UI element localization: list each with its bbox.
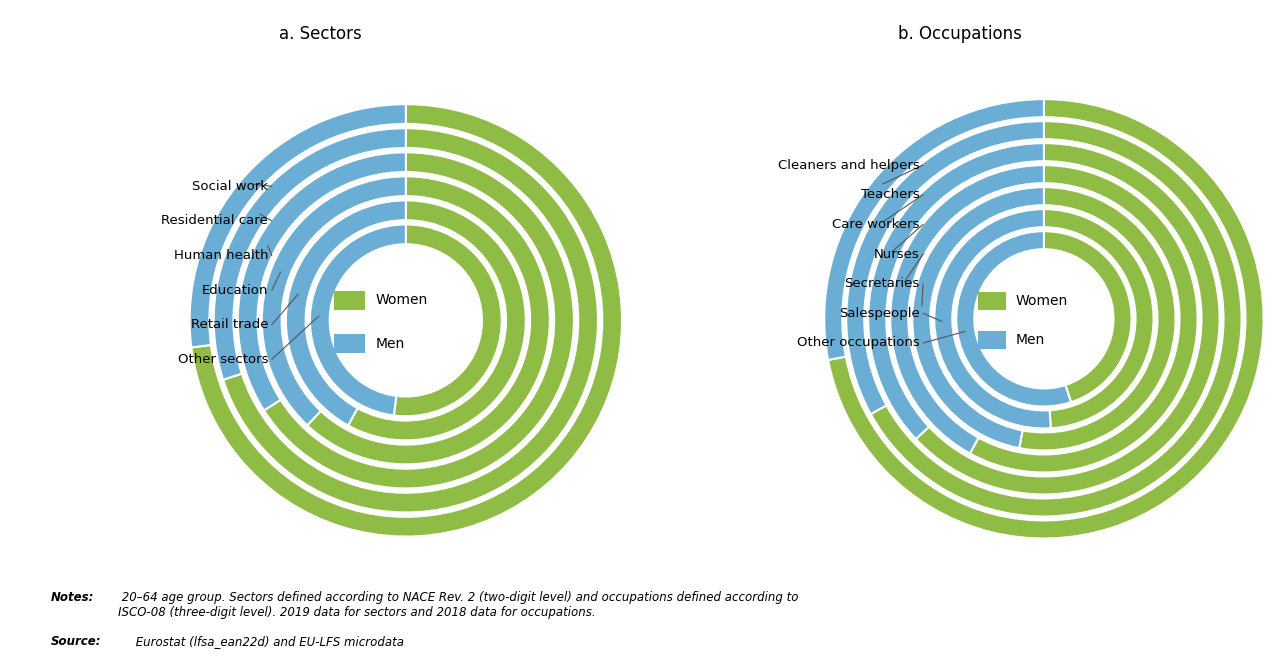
- Text: Notes:: Notes:: [51, 591, 95, 604]
- Wedge shape: [189, 104, 406, 347]
- Text: Nurses: Nurses: [874, 247, 920, 261]
- Wedge shape: [913, 187, 1044, 448]
- Text: Other sectors: Other sectors: [178, 353, 269, 366]
- Wedge shape: [868, 143, 1044, 439]
- Wedge shape: [264, 153, 573, 489]
- Text: Eurostat (lfsa_ean22d) and EU-LFS microdata: Eurostat (lfsa_ean22d) and EU-LFS microd…: [132, 635, 404, 648]
- Wedge shape: [285, 200, 406, 425]
- Wedge shape: [934, 209, 1051, 429]
- Wedge shape: [1044, 209, 1153, 428]
- Text: Cleaners and helpers: Cleaners and helpers: [778, 159, 920, 171]
- Wedge shape: [262, 176, 406, 425]
- Wedge shape: [1044, 231, 1132, 403]
- Wedge shape: [394, 224, 502, 416]
- Wedge shape: [307, 176, 550, 464]
- Text: Other occupations: Other occupations: [797, 337, 920, 349]
- Text: Residential care: Residential care: [161, 214, 269, 227]
- Text: Human health: Human health: [174, 249, 269, 262]
- Text: Women: Women: [375, 294, 428, 307]
- Bar: [978, 331, 1006, 349]
- Wedge shape: [828, 99, 1263, 538]
- Text: Salespeople: Salespeople: [840, 307, 920, 320]
- Title: b. Occupations: b. Occupations: [899, 25, 1021, 43]
- Text: 20–64 age group. Sectors defined according to NACE Rev. 2 (two-digit level) and : 20–64 age group. Sectors defined accordi…: [118, 591, 799, 620]
- Wedge shape: [890, 165, 1044, 454]
- Text: Education: Education: [202, 284, 269, 296]
- Wedge shape: [310, 224, 406, 415]
- Text: Social work: Social work: [192, 180, 269, 193]
- Wedge shape: [238, 153, 406, 411]
- Wedge shape: [348, 200, 526, 440]
- Wedge shape: [214, 128, 406, 380]
- Text: Care workers: Care workers: [832, 218, 920, 231]
- Wedge shape: [846, 121, 1044, 414]
- Text: Men: Men: [375, 337, 404, 351]
- Text: Women: Women: [1016, 294, 1069, 308]
- Text: Teachers: Teachers: [861, 188, 920, 201]
- Text: Secretaries: Secretaries: [845, 277, 920, 290]
- Wedge shape: [824, 99, 1044, 360]
- Text: Source:: Source:: [51, 635, 101, 648]
- Bar: [978, 292, 1006, 310]
- Text: Men: Men: [1016, 333, 1046, 347]
- Wedge shape: [915, 143, 1220, 495]
- Bar: [334, 290, 365, 310]
- Wedge shape: [191, 104, 622, 536]
- Bar: [334, 333, 365, 353]
- Wedge shape: [970, 165, 1198, 472]
- Title: a. Sectors: a. Sectors: [279, 25, 361, 43]
- Text: Retail trade: Retail trade: [191, 318, 269, 331]
- Wedge shape: [870, 121, 1242, 517]
- Wedge shape: [223, 128, 598, 513]
- Wedge shape: [1019, 187, 1175, 450]
- Wedge shape: [956, 231, 1071, 407]
